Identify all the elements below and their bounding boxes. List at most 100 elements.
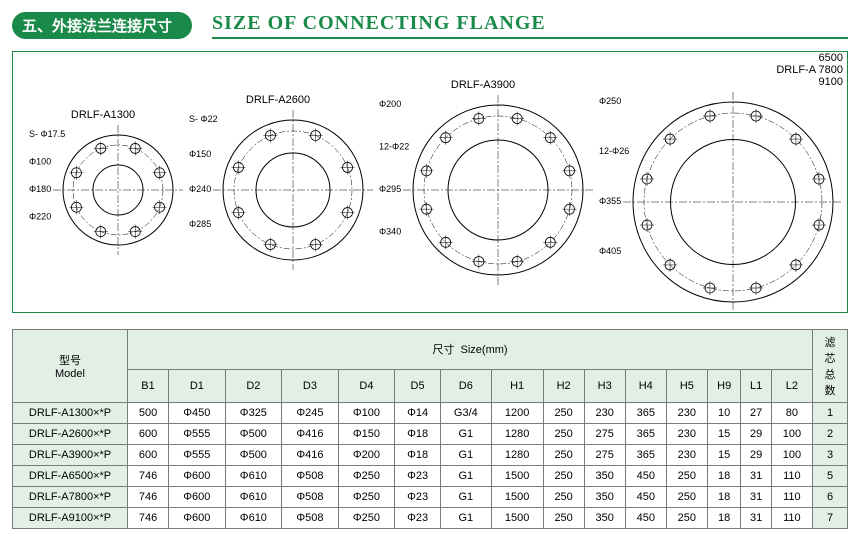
value-cell: 450: [625, 508, 666, 529]
value-cell: 31: [741, 508, 771, 529]
value-cell: 18: [707, 487, 741, 508]
value-cell: Φ555: [169, 424, 226, 445]
value-cell: 100: [771, 424, 812, 445]
model-cell: DRLF-A2600×*P: [13, 424, 128, 445]
col-header: D4: [338, 369, 395, 402]
value-cell: 110: [771, 466, 812, 487]
flange-diagram: DRLF-A 650078009100 Φ25012-Φ26Φ355Φ405: [593, 52, 843, 312]
value-cell: 350: [584, 487, 625, 508]
value-cell: 29: [741, 445, 771, 466]
col-header: H4: [625, 369, 666, 402]
value-cell: Φ250: [338, 508, 395, 529]
model-cell: DRLF-A1300×*P: [13, 403, 128, 424]
header-model: 型号Model: [13, 330, 128, 403]
flange-diagram: DRLF-A1300 S- Φ17.5Φ100Φ180Φ220: [23, 109, 183, 255]
value-cell: 250: [666, 466, 707, 487]
filter-count-cell: 3: [813, 445, 848, 466]
value-cell: Φ500: [225, 424, 282, 445]
value-cell: 230: [666, 424, 707, 445]
value-cell: Φ450: [169, 403, 226, 424]
value-cell: 275: [584, 445, 625, 466]
title-chinese: 五、外接法兰连接尺寸: [12, 12, 192, 39]
header-filters: 滤芯总数: [813, 330, 848, 403]
value-cell: 100: [771, 445, 812, 466]
flange-diagram: DRLF-A3900 Φ20012-Φ22Φ295Φ340: [373, 79, 593, 285]
svg-text:12-Φ22: 12-Φ22: [379, 142, 409, 152]
value-cell: Φ23: [395, 487, 441, 508]
value-cell: Φ610: [225, 487, 282, 508]
col-header: H1: [491, 369, 543, 402]
title-english: SIZE OF CONNECTING FLANGE: [212, 12, 848, 39]
value-cell: 600: [128, 445, 169, 466]
svg-text:Φ150: Φ150: [189, 149, 211, 159]
value-cell: 350: [584, 508, 625, 529]
value-cell: 15: [707, 445, 741, 466]
value-cell: Φ610: [225, 466, 282, 487]
value-cell: 746: [128, 487, 169, 508]
value-cell: Φ23: [395, 466, 441, 487]
svg-text:Φ355: Φ355: [599, 196, 621, 206]
model-cell: DRLF-A9100×*P: [13, 508, 128, 529]
value-cell: 250: [543, 445, 584, 466]
filter-count-cell: 5: [813, 466, 848, 487]
value-cell: 31: [741, 487, 771, 508]
value-cell: Φ500: [225, 445, 282, 466]
value-cell: 450: [625, 487, 666, 508]
value-cell: 350: [584, 466, 625, 487]
svg-text:Φ405: Φ405: [599, 246, 621, 256]
value-cell: 230: [584, 403, 625, 424]
value-cell: Φ610: [225, 508, 282, 529]
value-cell: 365: [625, 445, 666, 466]
table-row: DRLF-A7800×*P746Φ600Φ610Φ508Φ250Φ23G1150…: [13, 487, 848, 508]
svg-text:Φ250: Φ250: [599, 96, 621, 106]
value-cell: 600: [128, 424, 169, 445]
value-cell: Φ416: [282, 445, 339, 466]
flange-name: DRLF-A1300: [23, 109, 183, 121]
table-row: DRLF-A3900×*P600Φ555Φ500Φ416Φ200Φ18G1128…: [13, 445, 848, 466]
table-row: DRLF-A6500×*P746Φ600Φ610Φ508Φ250Φ23G1150…: [13, 466, 848, 487]
value-cell: 746: [128, 466, 169, 487]
value-cell: Φ600: [169, 487, 226, 508]
col-header: D1: [169, 369, 226, 402]
value-cell: 365: [625, 403, 666, 424]
value-cell: Φ416: [282, 424, 339, 445]
filter-count-cell: 1: [813, 403, 848, 424]
value-cell: 18: [707, 508, 741, 529]
flange-diagram: DRLF-A2600 S- Φ22Φ150Φ240Φ285: [183, 94, 373, 270]
value-cell: Φ508: [282, 508, 339, 529]
value-cell: 1500: [491, 466, 543, 487]
value-cell: 10: [707, 403, 741, 424]
table-row: DRLF-A9100×*P746Φ600Φ610Φ508Φ250Φ23G1150…: [13, 508, 848, 529]
svg-text:Φ220: Φ220: [29, 212, 51, 222]
col-header: H3: [584, 369, 625, 402]
filter-count-cell: 7: [813, 508, 848, 529]
value-cell: 746: [128, 508, 169, 529]
value-cell: 31: [741, 466, 771, 487]
model-cell: DRLF-A3900×*P: [13, 445, 128, 466]
col-header: D5: [395, 369, 441, 402]
value-cell: Φ200: [338, 445, 395, 466]
value-cell: Φ150: [338, 424, 395, 445]
svg-text:S- Φ17.5: S- Φ17.5: [29, 129, 65, 139]
value-cell: 275: [584, 424, 625, 445]
value-cell: 18: [707, 466, 741, 487]
value-cell: 110: [771, 487, 812, 508]
value-cell: G1: [440, 445, 491, 466]
value-cell: Φ14: [395, 403, 441, 424]
value-cell: 250: [666, 487, 707, 508]
svg-text:S- Φ22: S- Φ22: [189, 114, 218, 124]
value-cell: G1: [440, 487, 491, 508]
value-cell: Φ250: [338, 487, 395, 508]
value-cell: Φ100: [338, 403, 395, 424]
value-cell: Φ508: [282, 487, 339, 508]
value-cell: G1: [440, 508, 491, 529]
value-cell: Φ250: [338, 466, 395, 487]
value-cell: Φ18: [395, 445, 441, 466]
value-cell: 250: [543, 487, 584, 508]
value-cell: 27: [741, 403, 771, 424]
value-cell: Φ555: [169, 445, 226, 466]
value-cell: 250: [543, 508, 584, 529]
filter-count-cell: 6: [813, 487, 848, 508]
col-header: D3: [282, 369, 339, 402]
value-cell: Φ600: [169, 508, 226, 529]
